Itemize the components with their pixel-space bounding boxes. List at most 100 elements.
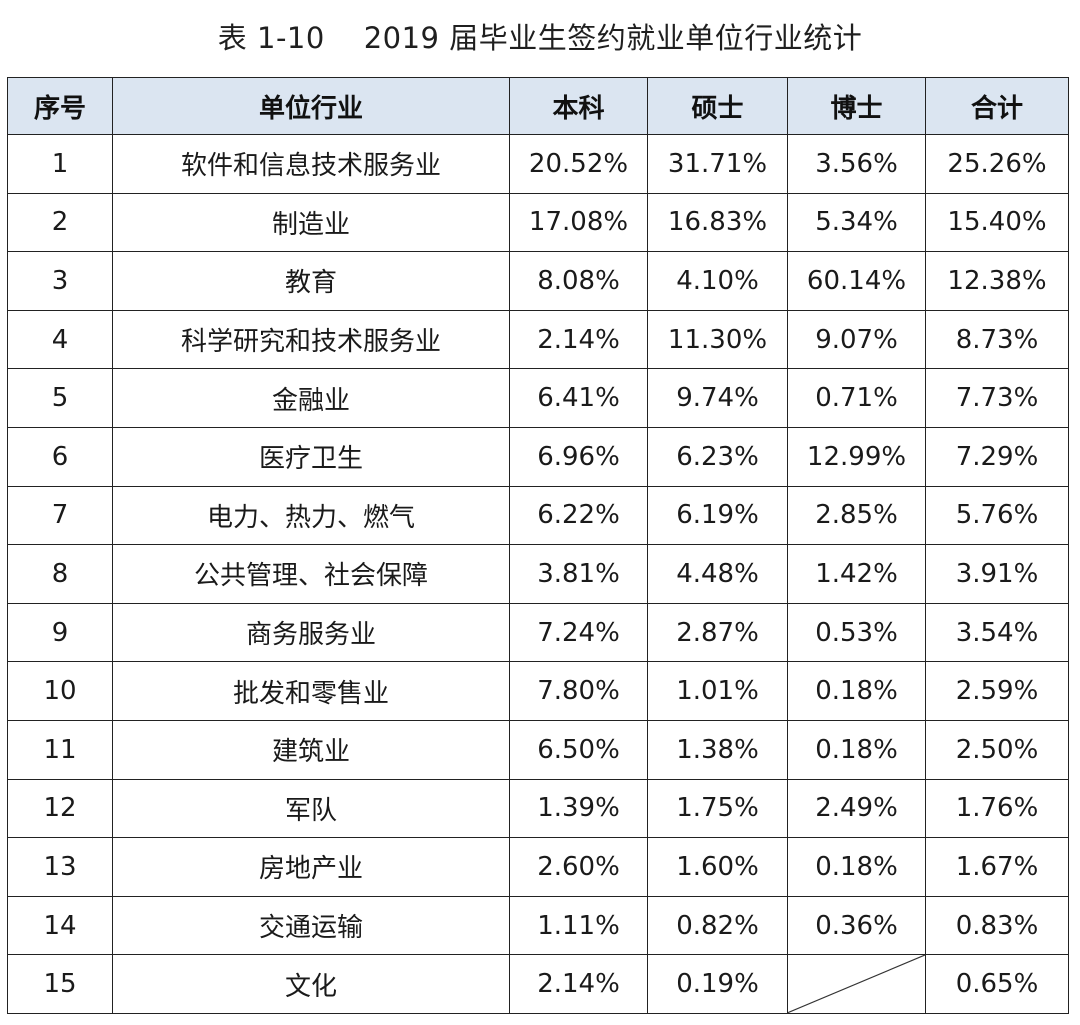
- cell-total: 2.50%: [925, 719, 1069, 780]
- cell-total: 1.67%: [925, 837, 1069, 897]
- header-master: 硕士: [647, 77, 788, 135]
- cell-total: 0.65%: [925, 954, 1069, 1014]
- cell-index: 9: [7, 602, 113, 663]
- cell-bachelor: 17.08%: [509, 192, 648, 253]
- cell-total: 1.76%: [925, 778, 1069, 839]
- cell-doctor: 3.56%: [787, 134, 926, 194]
- cell-doctor: 0.53%: [787, 602, 926, 663]
- cell-doctor: 2.49%: [787, 778, 926, 839]
- table-row: 10 批发和零售业 7.80% 1.01% 0.18% 2.59%: [7, 661, 1069, 721]
- cell-industry: 房地产业: [112, 837, 510, 897]
- cell-doctor: 0.71%: [787, 368, 926, 428]
- table-row: 9 商务服务业 7.24% 2.87% 0.53% 3.54%: [7, 602, 1069, 663]
- cell-industry: 科学研究和技术服务业: [112, 309, 510, 370]
- cell-total: 3.91%: [925, 544, 1069, 604]
- cell-doctor: 0.18%: [787, 719, 926, 780]
- cell-bachelor: 7.24%: [509, 602, 648, 663]
- cell-total: 5.76%: [925, 485, 1069, 546]
- diagonal-slash: [788, 955, 925, 1013]
- table-row: 1 软件和信息技术服务业 20.52% 31.71% 3.56% 25.26%: [7, 134, 1069, 194]
- cell-total: 7.29%: [925, 426, 1069, 487]
- table-row: 15 文化 2.14% 0.19% 0.65%: [7, 954, 1069, 1014]
- table-row: 8 公共管理、社会保障 3.81% 4.48% 1.42% 3.91%: [7, 544, 1069, 604]
- cell-master: 16.83%: [647, 192, 788, 253]
- cell-doctor: 60.14%: [787, 251, 926, 311]
- cell-master: 1.60%: [647, 837, 788, 897]
- cell-index: 2: [7, 192, 113, 253]
- cell-industry: 公共管理、社会保障: [112, 544, 510, 604]
- cell-doctor: 2.85%: [787, 485, 926, 546]
- cell-industry: 交通运输: [112, 895, 510, 956]
- cell-total: 3.54%: [925, 602, 1069, 663]
- header-bachelor: 本科: [509, 77, 648, 135]
- table-row: 14 交通运输 1.11% 0.82% 0.36% 0.83%: [7, 895, 1069, 956]
- cell-bachelor: 1.39%: [509, 778, 648, 839]
- header-row: 序号 单位行业 本科 硕士 博士 合计: [7, 77, 1069, 135]
- table-row: 2 制造业 17.08% 16.83% 5.34% 15.40%: [7, 192, 1069, 253]
- cell-index: 14: [7, 895, 113, 956]
- table-row: 5 金融业 6.41% 9.74% 0.71% 7.73%: [7, 368, 1069, 428]
- cell-master: 11.30%: [647, 309, 788, 370]
- cell-doctor-empty: [787, 954, 926, 1014]
- cell-doctor: 5.34%: [787, 192, 926, 253]
- cell-doctor: 1.42%: [787, 544, 926, 604]
- cell-bachelor: 7.80%: [509, 661, 648, 721]
- cell-bachelor: 3.81%: [509, 544, 648, 604]
- cell-doctor: 12.99%: [787, 426, 926, 487]
- cell-index: 1: [7, 134, 113, 194]
- cell-index: 11: [7, 719, 113, 780]
- cell-master: 31.71%: [647, 134, 788, 194]
- cell-index: 10: [7, 661, 113, 721]
- cell-index: 13: [7, 837, 113, 897]
- cell-index: 12: [7, 778, 113, 839]
- cell-master: 6.23%: [647, 426, 788, 487]
- header-index: 序号: [7, 77, 113, 135]
- cell-master: 6.19%: [647, 485, 788, 546]
- cell-total: 15.40%: [925, 192, 1069, 253]
- cell-index: 7: [7, 485, 113, 546]
- cell-bachelor: 20.52%: [509, 134, 648, 194]
- cell-industry: 军队: [112, 778, 510, 839]
- cell-master: 4.48%: [647, 544, 788, 604]
- cell-doctor: 0.36%: [787, 895, 926, 956]
- cell-industry: 制造业: [112, 192, 510, 253]
- cell-bachelor: 8.08%: [509, 251, 648, 311]
- table-row: 3 教育 8.08% 4.10% 60.14% 12.38%: [7, 251, 1069, 311]
- table-header: 序号 单位行业 本科 硕士 博士 合计: [7, 77, 1069, 135]
- cell-bachelor: 2.14%: [509, 309, 648, 370]
- cell-index: 6: [7, 426, 113, 487]
- table-row: 6 医疗卫生 6.96% 6.23% 12.99% 7.29%: [7, 426, 1069, 487]
- employment-industry-table: 序号 单位行业 本科 硕士 博士 合计 1 软件和信息技术服务业 20.52% 31.…: [7, 77, 1069, 1014]
- cell-industry: 教育: [112, 251, 510, 311]
- cell-total: 7.73%: [925, 368, 1069, 428]
- cell-master: 1.75%: [647, 778, 788, 839]
- cell-master: 1.01%: [647, 661, 788, 721]
- cell-industry: 文化: [112, 954, 510, 1014]
- cell-total: 25.26%: [925, 134, 1069, 194]
- cell-bachelor: 6.41%: [509, 368, 648, 428]
- table-title: 表 1-10 2019 届毕业生签约就业单位行业统计: [217, 21, 863, 55]
- cell-master: 0.82%: [647, 895, 788, 956]
- table-row: 4 科学研究和技术服务业 2.14% 11.30% 9.07% 8.73%: [7, 309, 1069, 370]
- table-row: 13 房地产业 2.60% 1.60% 0.18% 1.67%: [7, 837, 1069, 897]
- cell-total: 8.73%: [925, 309, 1069, 370]
- table-row: 12 军队 1.39% 1.75% 2.49% 1.76%: [7, 778, 1069, 839]
- cell-bachelor: 6.22%: [509, 485, 648, 546]
- cell-industry: 金融业: [112, 368, 510, 428]
- cell-master: 1.38%: [647, 719, 788, 780]
- header-doctor: 博士: [787, 77, 926, 135]
- cell-total: 0.83%: [925, 895, 1069, 956]
- cell-master: 2.87%: [647, 602, 788, 663]
- cell-index: 5: [7, 368, 113, 428]
- cell-master: 4.10%: [647, 251, 788, 311]
- table-row: 7 电力、热力、燃气 6.22% 6.19% 2.85% 5.76%: [7, 485, 1069, 546]
- cell-index: 15: [7, 954, 113, 1014]
- cell-bachelor: 1.11%: [509, 895, 648, 956]
- cell-doctor: 9.07%: [787, 309, 926, 370]
- cell-index: 3: [7, 251, 113, 311]
- cell-industry: 商务服务业: [112, 602, 510, 663]
- cell-bachelor: 2.14%: [509, 954, 648, 1014]
- cell-industry: 建筑业: [112, 719, 510, 780]
- cell-doctor: 0.18%: [787, 837, 926, 897]
- cell-total: 2.59%: [925, 661, 1069, 721]
